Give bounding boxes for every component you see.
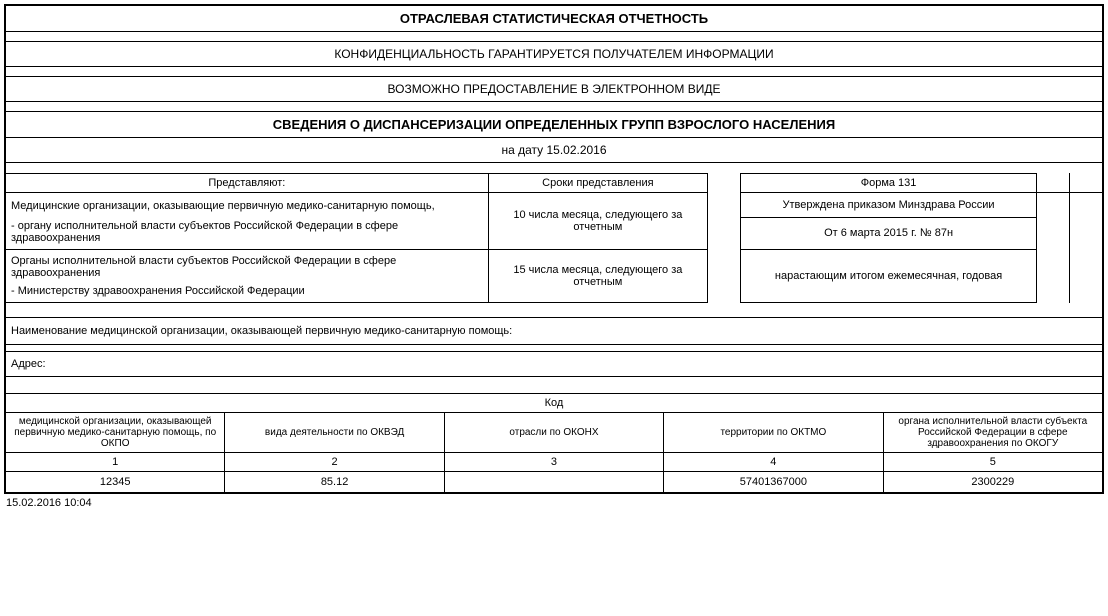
submission-table: Представляют: Сроки представления Форма …	[5, 173, 1103, 304]
code-col-2: вида деятельности по ОКВЭД	[225, 413, 444, 453]
address-table: Адрес:	[5, 351, 1103, 377]
footer-timestamp: 15.02.2016 10:04	[4, 494, 1104, 512]
code-val-4: 57401367000	[664, 472, 883, 493]
address-label: Адрес:	[6, 352, 1103, 377]
code-num-4: 4	[664, 453, 883, 472]
code-num-5: 5	[883, 453, 1102, 472]
submitter-1b: - органу исполнительной власти субъектов…	[6, 217, 489, 250]
code-num-3: 3	[444, 453, 663, 472]
spacer	[6, 32, 1103, 42]
spacer	[6, 163, 1103, 173]
spacer	[6, 377, 1103, 393]
date-line: на дату 15.02.2016	[6, 138, 1103, 163]
org-name-table: Наименование медицинской организации, ок…	[5, 317, 1103, 345]
gap	[1070, 173, 1103, 192]
code-val-3	[444, 472, 663, 493]
periodicity-text: нарастающим итогом ежемесячная, годовая	[740, 250, 1036, 303]
code-header: Код	[6, 394, 1103, 413]
code-col-3: отрасли по ОКОНХ	[444, 413, 663, 453]
deadline-2: 15 числа месяца, следующего за отчетным	[488, 250, 707, 303]
title-main: ОТРАСЛЕВАЯ СТАТИСТИЧЕСКАЯ ОТЧЕТНОСТЬ	[6, 6, 1103, 32]
spacer	[6, 67, 1103, 77]
deadline-1: 10 числа месяца, следующего за отчетным	[488, 192, 707, 250]
order-text: От 6 марта 2015 г. № 87н	[740, 217, 1036, 250]
gap	[1037, 173, 1070, 192]
header-form: Форма 131	[740, 173, 1036, 192]
code-col-1: медицинской организации, оказывающей пер…	[6, 413, 225, 453]
code-col-4: территории по ОКТМО	[664, 413, 883, 453]
submitter-1a: Медицинские организации, оказывающие пер…	[6, 192, 489, 217]
header-deadline: Сроки представления	[488, 173, 707, 192]
title-electronic: ВОЗМОЖНО ПРЕДОСТАВЛЕНИЕ В ЭЛЕКТРОННОМ ВИ…	[6, 77, 1103, 102]
org-label: Наименование медицинской организации, ок…	[6, 318, 1103, 345]
gap	[1037, 192, 1070, 303]
submitter-2b: - Министерству здравоохранения Российско…	[6, 282, 489, 303]
spacer	[6, 102, 1103, 112]
header-submit: Представляют:	[6, 173, 489, 192]
gap	[708, 192, 741, 303]
gap	[708, 173, 741, 192]
title-confidential: КОНФИДЕНЦИАЛЬНОСТЬ ГАРАНТИРУЕТСЯ ПОЛУЧАТ…	[6, 42, 1103, 67]
code-num-2: 2	[225, 453, 444, 472]
submitter-2a: Органы исполнительной власти субъектов Р…	[6, 250, 489, 283]
code-num-1: 1	[6, 453, 225, 472]
code-table: Код медицинской организации, оказывающей…	[5, 393, 1103, 493]
code-val-5: 2300229	[883, 472, 1102, 493]
spacer	[6, 303, 1103, 317]
gap	[1070, 192, 1103, 303]
code-col-5: органа исполнительной власти субъекта Ро…	[883, 413, 1102, 453]
code-val-1: 12345	[6, 472, 225, 493]
approved-text: Утверждена приказом Минздрава России	[740, 192, 1036, 217]
code-val-2: 85.12	[225, 472, 444, 493]
title-subject: СВЕДЕНИЯ О ДИСПАНСЕРИЗАЦИИ ОПРЕДЕЛЕННЫХ …	[6, 112, 1103, 138]
